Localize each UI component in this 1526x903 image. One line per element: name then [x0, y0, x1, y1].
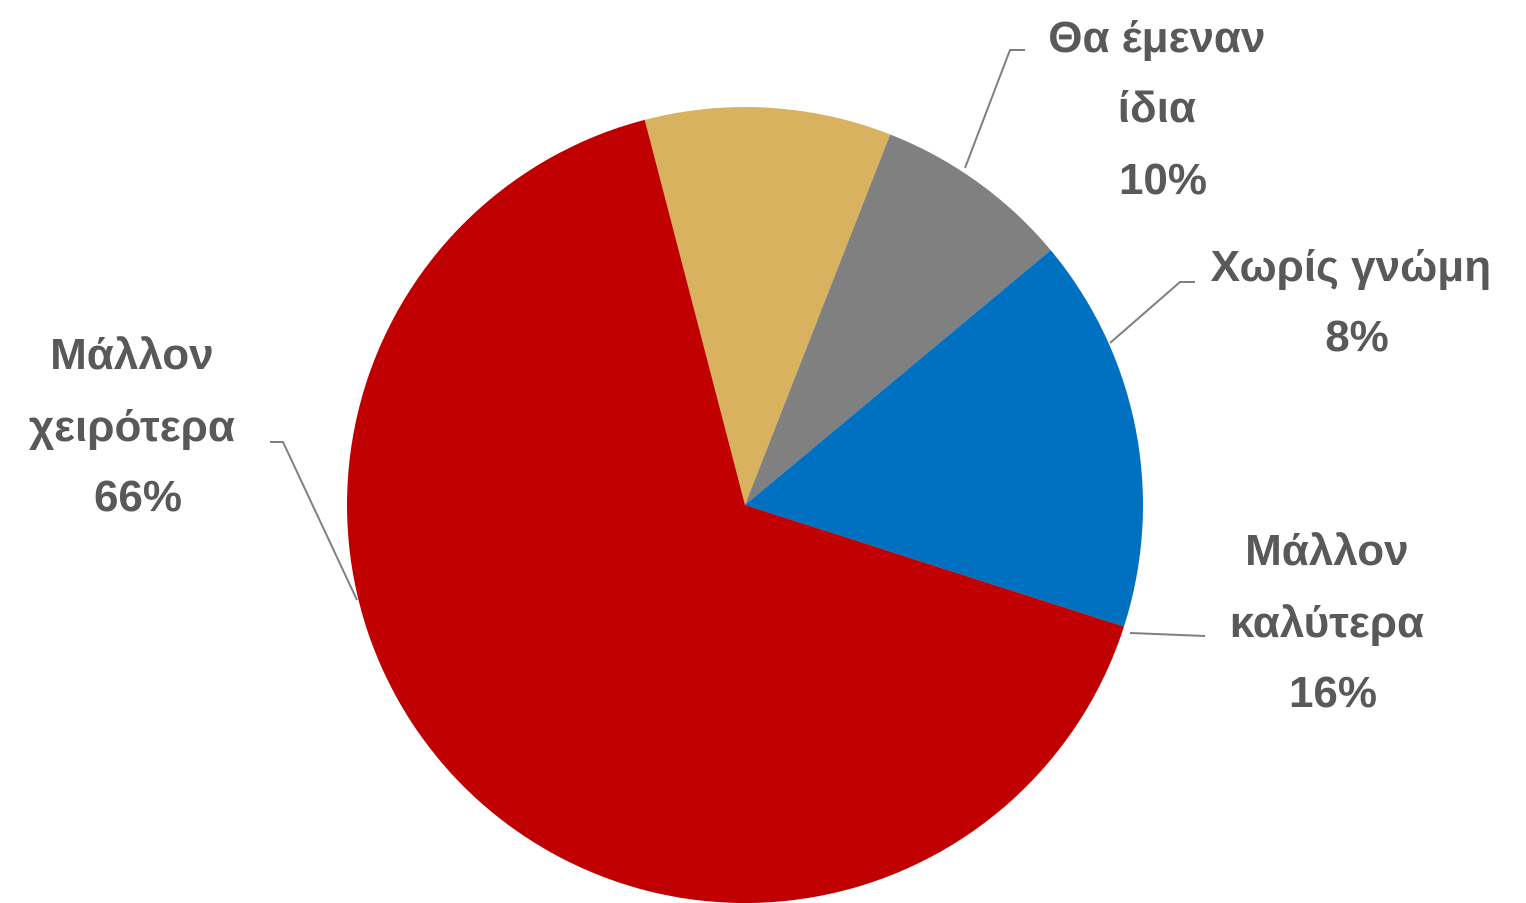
pie-slice-same — [644, 106, 891, 506]
slice-value-no-opinion: 8% — [1325, 312, 1389, 361]
leader-line-same — [964, 49, 1025, 169]
slice-value-better: 16% — [1289, 668, 1377, 717]
slice-label-better-line2: καλύτερα — [1230, 598, 1424, 647]
leader-line-worse — [270, 441, 358, 601]
pie-slices — [347, 106, 1144, 903]
slice-value-same: 10% — [1119, 155, 1207, 204]
pie-slice-worse — [347, 119, 1124, 903]
slice-label-better: Μάλλον καλύτερα 16% — [1230, 526, 1437, 717]
pie-slice-no-opinion — [745, 134, 1051, 505]
pie-slice-better — [745, 250, 1144, 627]
slice-label-no-opinion: Χωρίς γνώμη 8% — [1211, 242, 1504, 361]
slice-label-same-line2: ίδια — [1118, 83, 1196, 132]
leader-lines — [270, 49, 1206, 637]
slice-label-worse-line2: χειρότερα — [29, 402, 235, 451]
slice-label-worse: Μάλλον χειρότερα 66% — [29, 330, 247, 521]
slice-label-same: Θα έμεναν ίδια 10% — [1048, 13, 1277, 204]
slice-label-no-opinion-line1: Χωρίς γνώμη — [1211, 242, 1491, 291]
slice-value-worse: 66% — [94, 472, 182, 521]
leader-line-better — [1129, 632, 1206, 637]
leader-line-no-opinion — [1109, 281, 1195, 344]
slice-label-better-line1: Μάλλον — [1245, 526, 1408, 575]
slice-label-worse-line1: Μάλλον — [50, 330, 213, 379]
slice-label-same-line1: Θα έμεναν — [1048, 13, 1265, 62]
